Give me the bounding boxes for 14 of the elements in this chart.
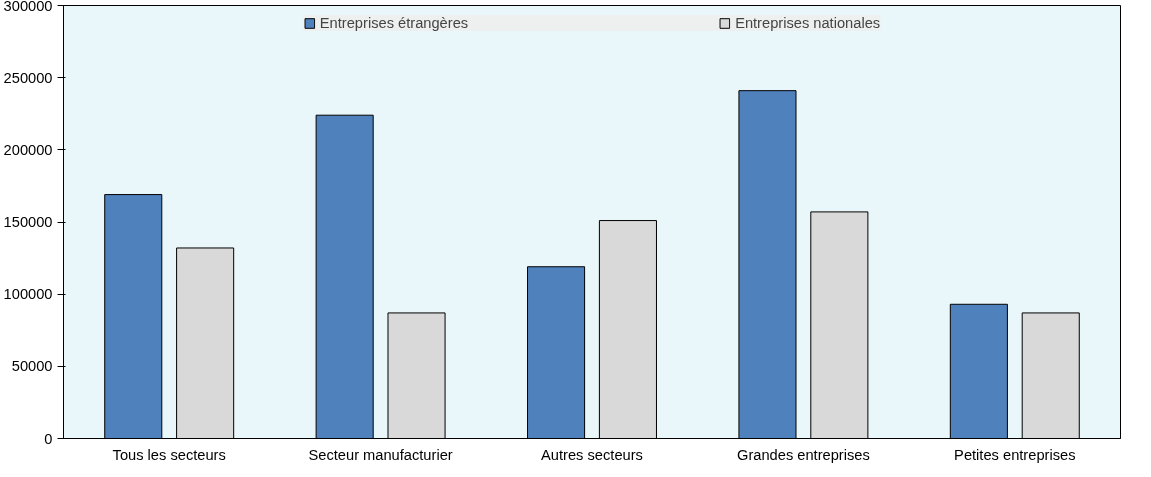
x-tick-label: Secteur manufacturier <box>308 446 453 463</box>
y-tick-label: 250000 <box>3 69 53 86</box>
legend-label: Entreprises étrangères <box>319 15 469 31</box>
legend-label: Entreprises nationales <box>735 15 881 31</box>
y-tick-label: 150000 <box>3 214 53 230</box>
x-tick-label: Petites entreprises <box>954 446 1076 463</box>
y-tick-label: 100000 <box>3 286 53 303</box>
y-tick-label: 0 <box>44 430 53 447</box>
y-tick-label: 200000 <box>3 141 53 158</box>
x-tick-label: Grandes entreprises <box>737 446 870 463</box>
y-tick-label: 300000 <box>3 0 53 14</box>
x-tick-label: Tous les secteurs <box>112 446 226 463</box>
y-tick-label: 50000 <box>11 358 53 375</box>
x-tick-label: Autres secteurs <box>541 446 643 463</box>
